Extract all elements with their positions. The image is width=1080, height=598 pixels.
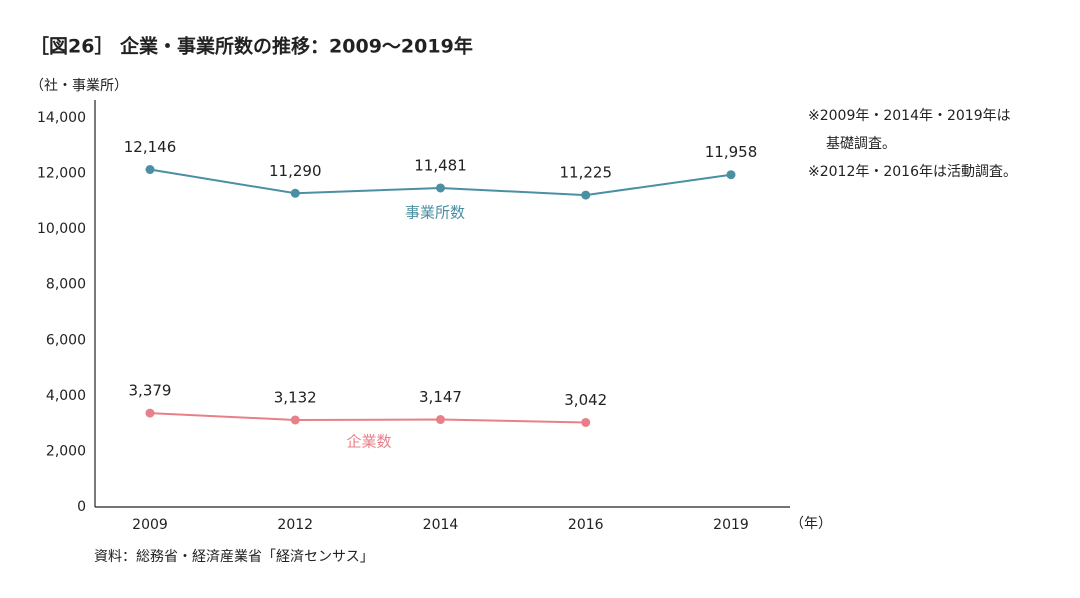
y-tick-label: 6,000 <box>46 332 86 348</box>
data-point <box>436 183 445 193</box>
data-point <box>290 415 300 425</box>
x-tick-label: 2012 <box>277 517 313 533</box>
x-tick-label: 2009 <box>132 517 168 533</box>
note: 基礎調査。 <box>826 135 896 152</box>
y-tick-label: 12,000 <box>37 166 86 182</box>
x-axis-label: （年） <box>790 516 832 532</box>
y-tick-label: 10,000 <box>37 221 86 237</box>
note: ※2012年・2016年は活動調査。 <box>808 164 1017 180</box>
data-point <box>581 417 591 427</box>
x-tick-label: 2016 <box>568 517 604 533</box>
data-label: 11,225 <box>560 164 613 182</box>
data-label: 11,958 <box>705 143 758 161</box>
data-label: 11,290 <box>269 162 322 180</box>
y-tick-label: 14,000 <box>37 110 86 126</box>
data-point <box>436 415 445 425</box>
y-tick-label: 8,000 <box>46 277 86 293</box>
x-tick-label: 2019 <box>713 517 749 533</box>
series-label: 事業所数 <box>405 204 465 222</box>
note: ※2009年・2014年・2019年は <box>808 108 1011 124</box>
data-label: 12,146 <box>124 138 177 156</box>
data-label: 3,132 <box>274 388 317 406</box>
x-tick-label: 2014 <box>423 517 459 533</box>
source: 資料：総務省・経済産業省「経済センサス」 <box>94 549 374 565</box>
data-point <box>145 408 155 418</box>
y-tick-label: 2,000 <box>46 443 86 459</box>
y-tick-label: 0 <box>77 499 86 515</box>
y-tick-label: 4,000 <box>46 388 86 404</box>
data-point <box>145 165 155 175</box>
data-label: 11,481 <box>414 156 467 174</box>
series-line <box>149 412 586 424</box>
data-label: 3,147 <box>419 388 462 406</box>
chart-title: ［図26］ 企業・事業所数の推移：2009〜2019年 <box>30 35 473 58</box>
data-point <box>726 170 736 180</box>
data-label: 3,379 <box>129 382 172 400</box>
y-axis-label: （社・事業所） <box>30 78 128 94</box>
data-point <box>290 188 300 198</box>
data-label: 3,042 <box>564 391 607 409</box>
data-point <box>581 190 591 200</box>
series-label: 企業数 <box>346 433 391 451</box>
